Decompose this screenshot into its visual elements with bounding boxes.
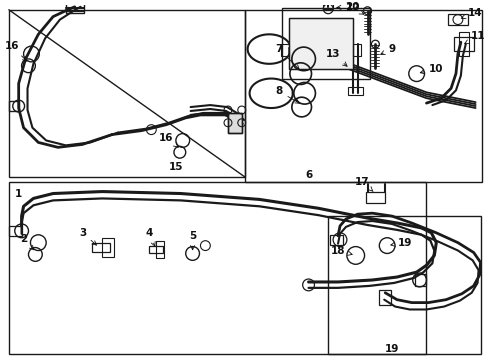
Text: 1: 1 <box>15 189 22 198</box>
Bar <box>245 10 483 182</box>
Bar <box>281 44 289 56</box>
Text: 18: 18 <box>331 246 352 256</box>
Bar <box>454 37 474 51</box>
Bar <box>448 14 468 26</box>
Text: 16: 16 <box>159 132 178 147</box>
Bar <box>328 216 481 354</box>
Bar <box>156 241 164 258</box>
Bar <box>323 1 333 9</box>
Bar <box>9 10 245 177</box>
Text: 5: 5 <box>189 231 196 250</box>
Bar <box>353 44 361 56</box>
Bar <box>66 3 83 13</box>
Text: 11: 11 <box>465 31 486 44</box>
Bar <box>228 113 242 132</box>
Text: 6: 6 <box>305 170 312 180</box>
Bar <box>9 101 19 111</box>
Text: 4: 4 <box>146 228 155 246</box>
Text: 12: 12 <box>345 3 364 14</box>
Text: 7: 7 <box>275 44 299 69</box>
Bar <box>459 32 469 56</box>
Text: 13: 13 <box>326 49 347 66</box>
Text: 2: 2 <box>20 234 34 250</box>
Text: 19: 19 <box>391 238 412 248</box>
Bar <box>93 243 110 252</box>
Bar <box>228 113 242 132</box>
Text: 20: 20 <box>337 2 360 12</box>
Bar <box>415 274 426 286</box>
Text: 8: 8 <box>275 86 299 103</box>
Text: 19: 19 <box>385 344 399 354</box>
Bar <box>149 246 163 253</box>
Bar <box>366 192 385 203</box>
Bar <box>289 18 353 69</box>
Text: 16: 16 <box>4 41 27 61</box>
Text: 15: 15 <box>169 162 183 172</box>
Bar <box>9 226 22 236</box>
Bar <box>289 18 353 69</box>
Text: 9: 9 <box>381 44 395 54</box>
Bar <box>348 87 363 95</box>
Bar <box>9 182 426 354</box>
Bar <box>330 235 343 245</box>
Bar <box>379 290 391 305</box>
Text: 14: 14 <box>462 8 483 19</box>
Text: 10: 10 <box>420 64 443 74</box>
Text: 3: 3 <box>79 228 97 245</box>
Text: 17: 17 <box>355 177 373 192</box>
Bar <box>282 8 370 78</box>
Bar <box>102 238 114 257</box>
